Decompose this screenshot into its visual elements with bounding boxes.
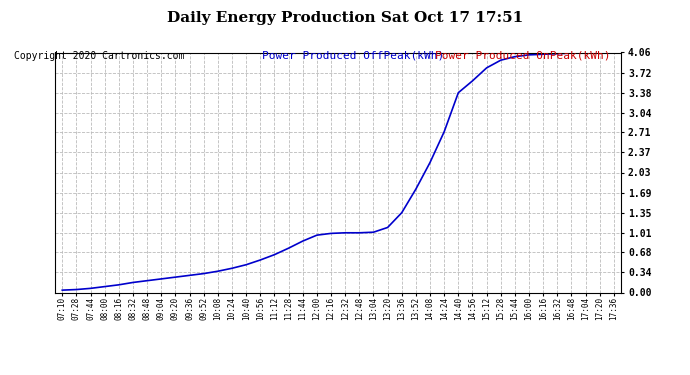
Text: Power Produced OffPeak(kWh): Power Produced OffPeak(kWh)	[262, 51, 444, 61]
Text: Daily Energy Production Sat Oct 17 17:51: Daily Energy Production Sat Oct 17 17:51	[167, 11, 523, 25]
Text: Copyright 2020 Cartronics.com: Copyright 2020 Cartronics.com	[14, 51, 184, 61]
Text: Power Produced OnPeak(kWh): Power Produced OnPeak(kWh)	[435, 51, 610, 61]
